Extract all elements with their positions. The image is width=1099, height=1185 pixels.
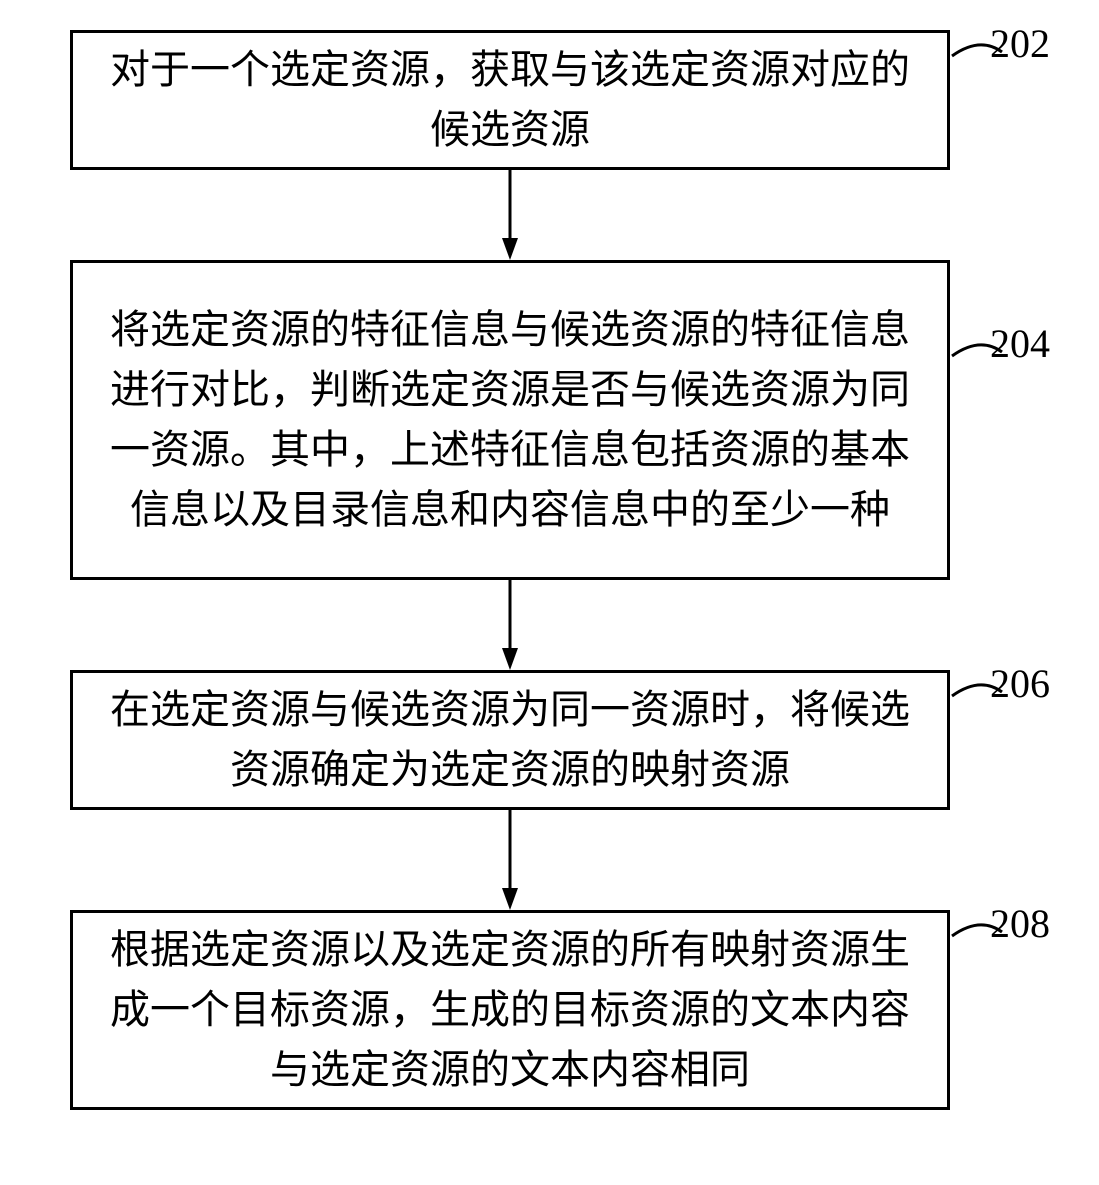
flowchart-step-1: 对于一个选定资源，获取与该选定资源对应的候选资源	[70, 30, 950, 170]
flow-arrow-1	[490, 168, 530, 262]
leader-line	[948, 912, 1006, 940]
step-text: 对于一个选定资源，获取与该选定资源对应的候选资源	[97, 40, 923, 160]
step-text: 在选定资源与候选资源为同一资源时，将候选资源确定为选定资源的映射资源	[97, 680, 923, 800]
leader-line	[948, 332, 1006, 360]
step-text: 将选定资源的特征信息与候选资源的特征信息进行对比，判断选定资源是否与候选资源为同…	[97, 300, 923, 540]
flow-arrow-3	[490, 808, 530, 912]
leader-line	[948, 672, 1006, 700]
flowchart-step-2: 将选定资源的特征信息与候选资源的特征信息进行对比，判断选定资源是否与候选资源为同…	[70, 260, 950, 580]
flowchart-step-3: 在选定资源与候选资源为同一资源时，将候选资源确定为选定资源的映射资源	[70, 670, 950, 810]
flow-arrow-2	[490, 578, 530, 672]
flowchart-canvas: 对于一个选定资源，获取与该选定资源对应的候选资源202将选定资源的特征信息与候选…	[0, 0, 1099, 1185]
step-text: 根据选定资源以及选定资源的所有映射资源生成一个目标资源，生成的目标资源的文本内容…	[97, 920, 923, 1100]
leader-line	[948, 32, 1006, 60]
flowchart-step-4: 根据选定资源以及选定资源的所有映射资源生成一个目标资源，生成的目标资源的文本内容…	[70, 910, 950, 1110]
